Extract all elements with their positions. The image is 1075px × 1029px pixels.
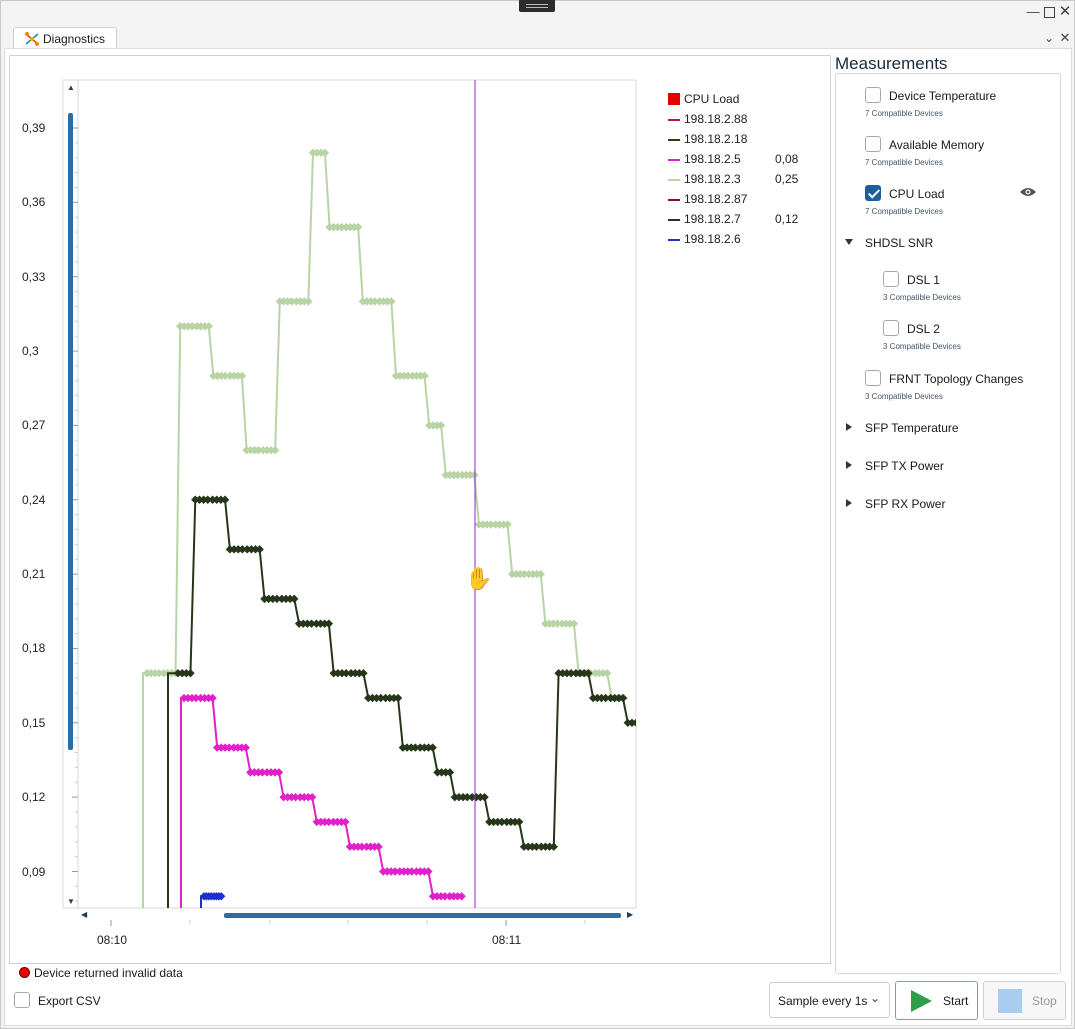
legend-label: 198.18.2.88	[684, 112, 748, 126]
legend-cursor-value: 0,08	[775, 152, 799, 166]
y-tick-label: 0,12	[22, 790, 46, 805]
legend-swatch	[668, 219, 680, 221]
compatible-devices-label: 3 Compatible Devices	[883, 293, 961, 302]
close-window-button[interactable]: ✕	[1058, 3, 1072, 20]
legend-swatch	[668, 239, 680, 241]
measurements-title: Measurements	[835, 54, 948, 73]
dsl1-checkbox[interactable]	[883, 271, 899, 287]
error-status-icon	[19, 967, 30, 978]
measurement-label: DSL 1	[907, 273, 940, 287]
eye-icon[interactable]	[1019, 186, 1037, 198]
measurement-label: FRNT Topology Changes	[889, 372, 1024, 386]
stop-button[interactable]: Stop	[983, 981, 1066, 1020]
expand-icon[interactable]	[845, 239, 853, 245]
legend-swatch	[668, 139, 680, 141]
legend-label: 198.18.2.7	[684, 212, 741, 226]
close-tab-button[interactable]: ✕	[1059, 30, 1071, 45]
dsl2-checkbox[interactable]	[883, 320, 899, 336]
y-tick-label: 0,36	[22, 195, 46, 210]
compatible-devices-label: 3 Compatible Devices	[865, 392, 943, 401]
compatible-devices-label: 3 Compatible Devices	[883, 342, 961, 351]
diagnostics-icon	[25, 32, 39, 46]
group-sfp-rx-power[interactable]: SFP RX Power	[865, 497, 946, 511]
hand-cursor-icon: ✋	[465, 566, 493, 591]
legend-swatch	[668, 119, 680, 121]
legend-cursor-value: 0,25	[775, 172, 799, 186]
measurements-panel	[835, 73, 1061, 974]
stop-label: Stop	[1032, 994, 1057, 1008]
legend-swatch	[668, 93, 680, 105]
legend-cursor-value: 0,12	[775, 212, 799, 226]
y-tick-label: 0,3	[22, 344, 39, 359]
x-tick-label: 08:11	[492, 933, 522, 947]
tab-diagnostics[interactable]: Diagnostics	[13, 27, 117, 50]
y-tick-label: 0,09	[22, 864, 46, 879]
group-sfp-tx-power[interactable]: SFP TX Power	[865, 459, 944, 473]
scroll-right-icon[interactable]: ▶	[627, 910, 634, 919]
y-tick-label: 0,21	[22, 567, 46, 582]
start-button[interactable]: Start	[895, 981, 978, 1020]
y-tick-label: 0,39	[22, 121, 46, 135]
sample-interval-select[interactable]: Sample every 1s ⌄	[769, 982, 890, 1018]
legend-swatch	[668, 179, 680, 181]
scroll-down-icon[interactable]: ▼	[67, 897, 75, 906]
y-tick-label: 0,24	[22, 492, 46, 507]
chevron-down-icon[interactable]: ⌄	[1043, 31, 1055, 45]
legend-label: 198.18.2.3	[684, 172, 741, 186]
frnt-checkbox[interactable]	[865, 370, 881, 386]
x-tick-label: 08:10	[97, 933, 128, 947]
tab-label: Diagnostics	[43, 32, 106, 46]
vertical-scrollbar-thumb[interactable]	[68, 113, 73, 750]
export-csv-label: Export CSV	[38, 994, 101, 1008]
drag-handle[interactable]	[519, 0, 555, 12]
scroll-left-icon[interactable]: ◀	[81, 910, 88, 919]
maximize-button[interactable]	[1041, 4, 1057, 20]
collapse-icon[interactable]	[846, 461, 852, 469]
legend-label: 198.18.2.6	[684, 232, 741, 246]
minimize-button[interactable]: —	[1026, 4, 1040, 19]
collapse-icon[interactable]	[846, 499, 852, 507]
horizontal-scrollbar-thumb[interactable]	[224, 913, 621, 918]
measurement-label: Available Memory	[889, 138, 985, 152]
compatible-devices-label: 7 Compatible Devices	[865, 109, 943, 118]
y-tick-label: 0,15	[22, 715, 46, 730]
export-csv-checkbox[interactable]	[14, 992, 30, 1008]
group-sfp-temperature[interactable]: SFP Temperature	[865, 421, 959, 435]
measurement-label: CPU Load	[889, 187, 945, 201]
y-tick-label: 0,18	[22, 641, 46, 656]
legend-swatch	[668, 199, 680, 201]
cpu-load-checkbox[interactable]	[865, 185, 881, 201]
available-memory-checkbox[interactable]	[865, 136, 881, 152]
chevron-down-icon: ⌄	[870, 991, 881, 1005]
legend-swatch	[668, 159, 680, 161]
legend-label: 198.18.2.5	[684, 152, 741, 166]
play-icon	[911, 990, 932, 1012]
compatible-devices-label: 7 Compatible Devices	[865, 207, 943, 216]
sample-interval-value: Sample every 1s	[778, 994, 868, 1008]
compatible-devices-label: 7 Compatible Devices	[865, 158, 943, 167]
scroll-up-icon[interactable]: ▲	[67, 83, 75, 92]
measurement-label: Device Temperature	[889, 89, 997, 103]
stop-icon	[998, 989, 1022, 1013]
device-temperature-checkbox[interactable]	[865, 87, 881, 103]
legend-label: 198.18.2.18	[684, 132, 748, 146]
legend-label: CPU Load	[684, 92, 740, 106]
y-tick-label: 0,27	[22, 418, 46, 433]
group-shdsl-snr[interactable]: SHDSL SNR	[865, 236, 934, 250]
measurement-label: DSL 2	[907, 322, 940, 336]
start-label: Start	[943, 994, 969, 1008]
status-message: Device returned invalid data	[34, 966, 183, 980]
legend-label: 198.18.2.87	[684, 192, 748, 206]
y-tick-label: 0,33	[22, 269, 46, 284]
collapse-icon[interactable]	[846, 423, 852, 431]
